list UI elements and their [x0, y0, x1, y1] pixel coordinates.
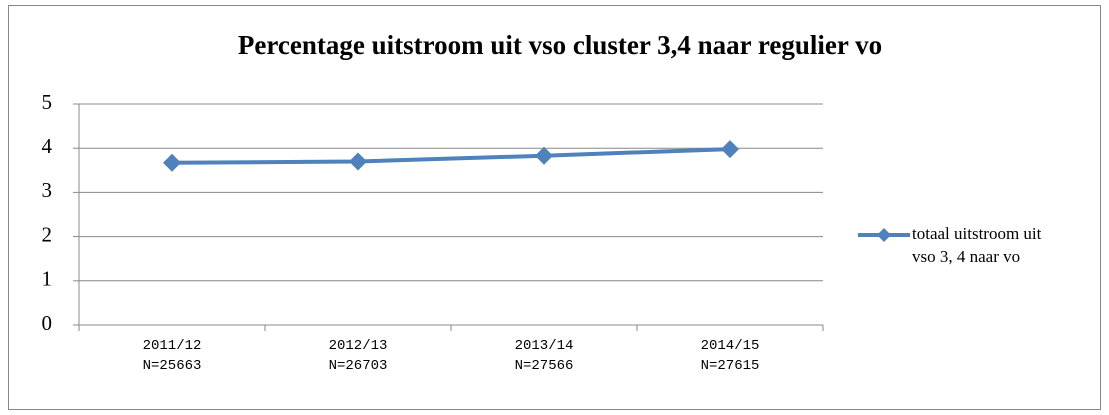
x-tick-label: 2011/12 N=25663	[143, 338, 202, 374]
legend-label: totaal uitstroom uit vso 3, 4 naar vo	[912, 224, 1042, 266]
y-tick-label: 1	[42, 267, 53, 291]
series-line	[171, 147, 731, 165]
y-tick-label: 4	[42, 134, 53, 158]
y-tick-label: 3	[42, 178, 53, 202]
legend-marker	[877, 228, 891, 242]
chart-title: Percentage uitstroom uit vso cluster 3,4…	[238, 30, 882, 60]
data-point	[535, 146, 553, 165]
x-tick-label: 2014/15 N=27615	[701, 338, 760, 374]
x-tick-label: 2013/14 N=27566	[515, 338, 574, 374]
data-point	[163, 153, 181, 172]
y-tick-label: 2	[42, 222, 53, 246]
chart-border	[8, 5, 1101, 410]
y-tick-label: 0	[42, 311, 53, 335]
y-tick-label: 5	[42, 90, 53, 114]
data-point	[349, 152, 367, 171]
data-point	[721, 140, 739, 159]
x-tick-label: 2012/13 N=26703	[329, 338, 388, 374]
